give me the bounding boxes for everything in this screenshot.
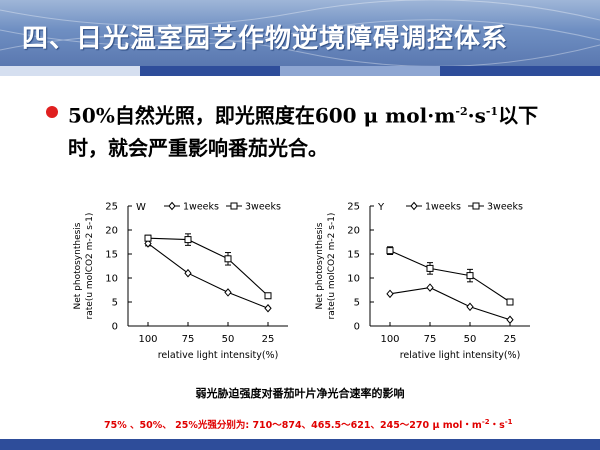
y-tick-label: 5 [112, 298, 118, 309]
data-point [467, 303, 473, 310]
header-band: 四、日光温室园艺作物逆境障碍调控体系 [0, 0, 600, 66]
data-point [507, 316, 513, 323]
x-tick-label: 75 [182, 334, 195, 345]
x-tick-label: 50 [222, 334, 235, 345]
y-tick-label: 10 [105, 274, 118, 285]
data-point [427, 265, 433, 271]
y-axis-label-line1: Net photosynthesis [315, 222, 325, 309]
slide-title: 四、日光温室园艺作物逆境障碍调控体系 [22, 18, 508, 55]
bullet-sup-1: -2 [455, 105, 467, 118]
y-tick-label: 15 [105, 250, 118, 261]
data-point [185, 270, 191, 277]
x-tick-label: 25 [262, 334, 275, 345]
y-tick-label: 0 [112, 322, 118, 333]
data-point [225, 289, 231, 296]
x-tick-label: 50 [464, 334, 477, 345]
y-tick-label: 10 [347, 274, 360, 285]
y-axis-label-line2: rate(u molCO2 m-2 s-1) [327, 213, 337, 320]
data-point [387, 290, 393, 297]
chart-w: 0 5 10 15 20 25 100 75 50 25 relative light intens… [70, 190, 308, 370]
panel-label: Y [377, 202, 385, 213]
x-tick-label: 75 [424, 334, 437, 345]
data-point [225, 256, 231, 262]
x-axis-label: relative light intensity(%) [400, 350, 521, 361]
y-tick-label: 15 [347, 250, 360, 261]
y-axis-label-line1: Net photosynthesis [73, 222, 83, 309]
y-tick-label: 0 [354, 322, 360, 333]
y-tick-label: 5 [354, 298, 360, 309]
footnote-mid: ・s [490, 420, 505, 431]
header-strip [0, 66, 600, 76]
y-tick-label: 25 [105, 202, 118, 213]
legend-marker [411, 203, 417, 210]
legend-label: 1weeks [425, 202, 461, 213]
y-tick-label: 20 [105, 226, 118, 237]
chart-caption: 弱光胁迫强度对番茄叶片净光合速率的影响 [0, 385, 600, 401]
footnote-text: 75% 、50%、 25%光强分别为: 710～874、465.5～621、24… [104, 420, 482, 431]
x-tick-label: 25 [504, 334, 517, 345]
data-point [185, 237, 191, 243]
legend-marker [169, 203, 175, 210]
data-point [427, 284, 433, 291]
series-line [390, 288, 510, 320]
bullet-mid: ·s [468, 104, 486, 128]
bullet-dot [46, 106, 58, 118]
data-point [145, 235, 151, 241]
bullet-line1-b: 以下 [498, 104, 538, 128]
footnote: 75% 、50%、 25%光强分别为: 710～874、465.5～621、24… [104, 417, 513, 431]
bullet-line2: 时，就会严重影响番茄光合。 [68, 136, 328, 160]
y-axis-label-line2: rate(u molCO2 m-2 s-1) [85, 213, 95, 320]
legend-marker [473, 203, 479, 209]
x-tick-label: 100 [380, 334, 399, 345]
y-tick-label: 20 [347, 226, 360, 237]
series-line [148, 243, 268, 308]
data-point [387, 248, 393, 254]
footnote-sup-1: -2 [482, 418, 490, 426]
footnote-sup-2: -1 [505, 418, 513, 426]
data-point [265, 305, 271, 312]
data-point [265, 293, 271, 299]
legend-marker [231, 203, 237, 209]
x-tick-label: 100 [138, 334, 157, 345]
data-point [507, 299, 513, 305]
chart-y: 0 5 10 15 20 25 100 75 50 25 relative light intens… [312, 190, 550, 370]
y-tick-label: 25 [347, 202, 360, 213]
data-point [467, 273, 473, 279]
legend-label: 3weeks [487, 202, 523, 213]
bullet-line1-a: 50%自然光照，即光照度在600 μ mol·m [68, 104, 455, 128]
legend-label: 1weeks [183, 202, 219, 213]
x-axis-label: relative light intensity(%) [158, 350, 279, 361]
series-line [390, 251, 510, 302]
panel-label: W [136, 202, 146, 213]
legend-label: 3weeks [245, 202, 281, 213]
bullet-sup-2: -1 [486, 105, 498, 118]
bottom-bar [0, 439, 600, 450]
bullet-text: 50%自然光照，即光照度在600 μ mol·m-2·s-1以下 时，就会严重影… [68, 96, 578, 164]
series-line [148, 238, 268, 296]
